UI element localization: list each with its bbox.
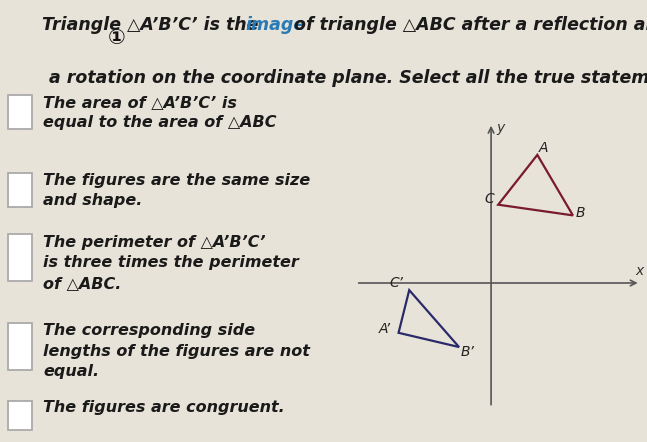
Text: a rotation on the coordinate plane. Select all the true statements.: a rotation on the coordinate plane. Sele… [49,69,647,87]
Text: Triangle △A’B’C’ is the: Triangle △A’B’C’ is the [36,16,264,34]
FancyBboxPatch shape [8,173,32,207]
FancyBboxPatch shape [8,400,32,430]
Text: The figures are congruent.: The figures are congruent. [43,400,285,415]
Text: The area of △A’B’C’ is
equal to the area of △ABC: The area of △A’B’C’ is equal to the area… [43,95,277,130]
FancyBboxPatch shape [8,323,32,370]
FancyBboxPatch shape [8,234,32,281]
Text: C: C [485,192,494,206]
Text: y: y [496,121,505,135]
Text: B’: B’ [461,345,475,359]
Text: B: B [576,206,586,220]
Text: The figures are the same size
and shape.: The figures are the same size and shape. [43,173,311,208]
Text: C’: C’ [389,276,404,290]
Text: ①: ① [107,28,126,48]
Text: x: x [635,264,644,278]
FancyBboxPatch shape [8,95,32,129]
Text: image: image [246,16,306,34]
Text: The corresponding side
lengths of the figures are not
equal.: The corresponding side lengths of the fi… [43,324,310,379]
Text: of triangle △ABC after a reflection and: of triangle △ABC after a reflection and [288,16,647,34]
Text: The perimeter of △A’B’C’
is three times the perimeter
of △ABC.: The perimeter of △A’B’C’ is three times … [43,235,299,291]
Text: A: A [539,141,549,155]
Text: A’: A’ [379,322,391,336]
